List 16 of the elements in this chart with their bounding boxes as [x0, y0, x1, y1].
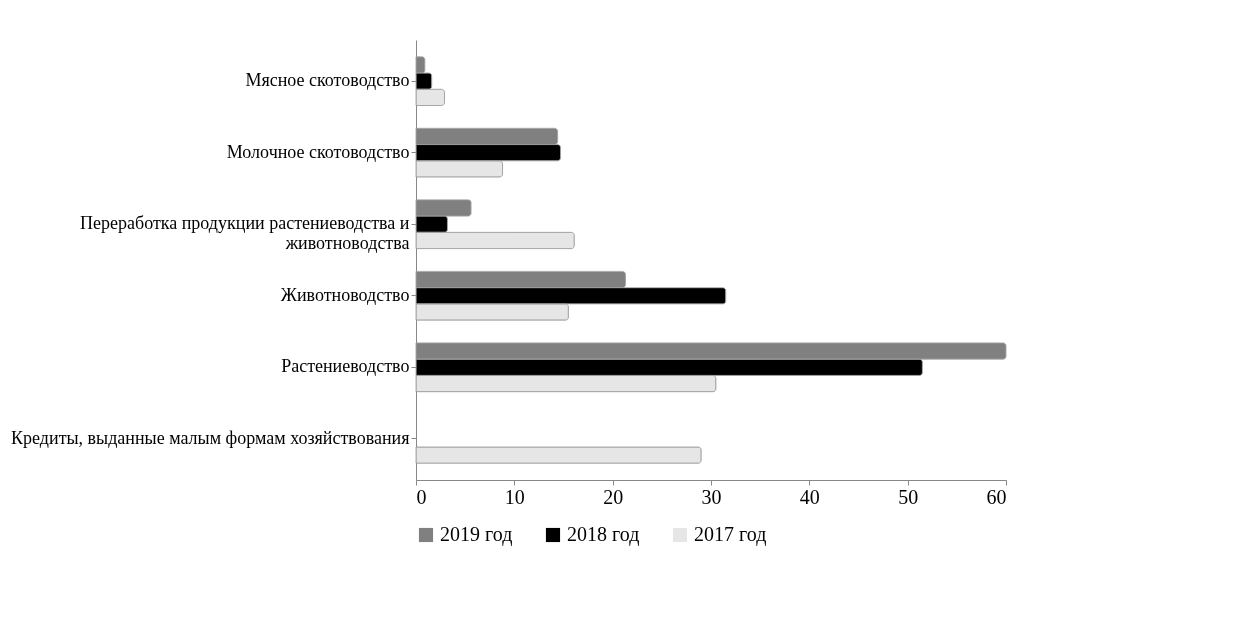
y-tick-label: Растениеводство: [281, 356, 410, 377]
y-tick-label: Кредиты, выданные малым формам хозяйствования: [11, 427, 410, 448]
x-tick-label: 0: [416, 485, 427, 508]
legend-label: 2017 год: [694, 523, 767, 546]
x-tick-label: 60: [986, 485, 1007, 508]
y-tick-label: Переработка продукции растениеводства и животноводства: [80, 213, 410, 254]
legend-label: 2019 год: [440, 523, 513, 546]
x-tick-label: 20: [603, 485, 624, 508]
x-tick-label: 40: [799, 485, 820, 508]
x-tick-label: 10: [504, 485, 525, 508]
x-tick-label: 30: [701, 485, 722, 508]
x-tick-label: 50: [898, 485, 919, 508]
y-tick-label: Молочное скотоводство: [226, 141, 410, 162]
y-tick-label: Животноводство: [280, 284, 410, 305]
y-tick-label: Мясное скотоводство: [245, 70, 410, 91]
legend-label: 2018 год: [567, 523, 640, 546]
